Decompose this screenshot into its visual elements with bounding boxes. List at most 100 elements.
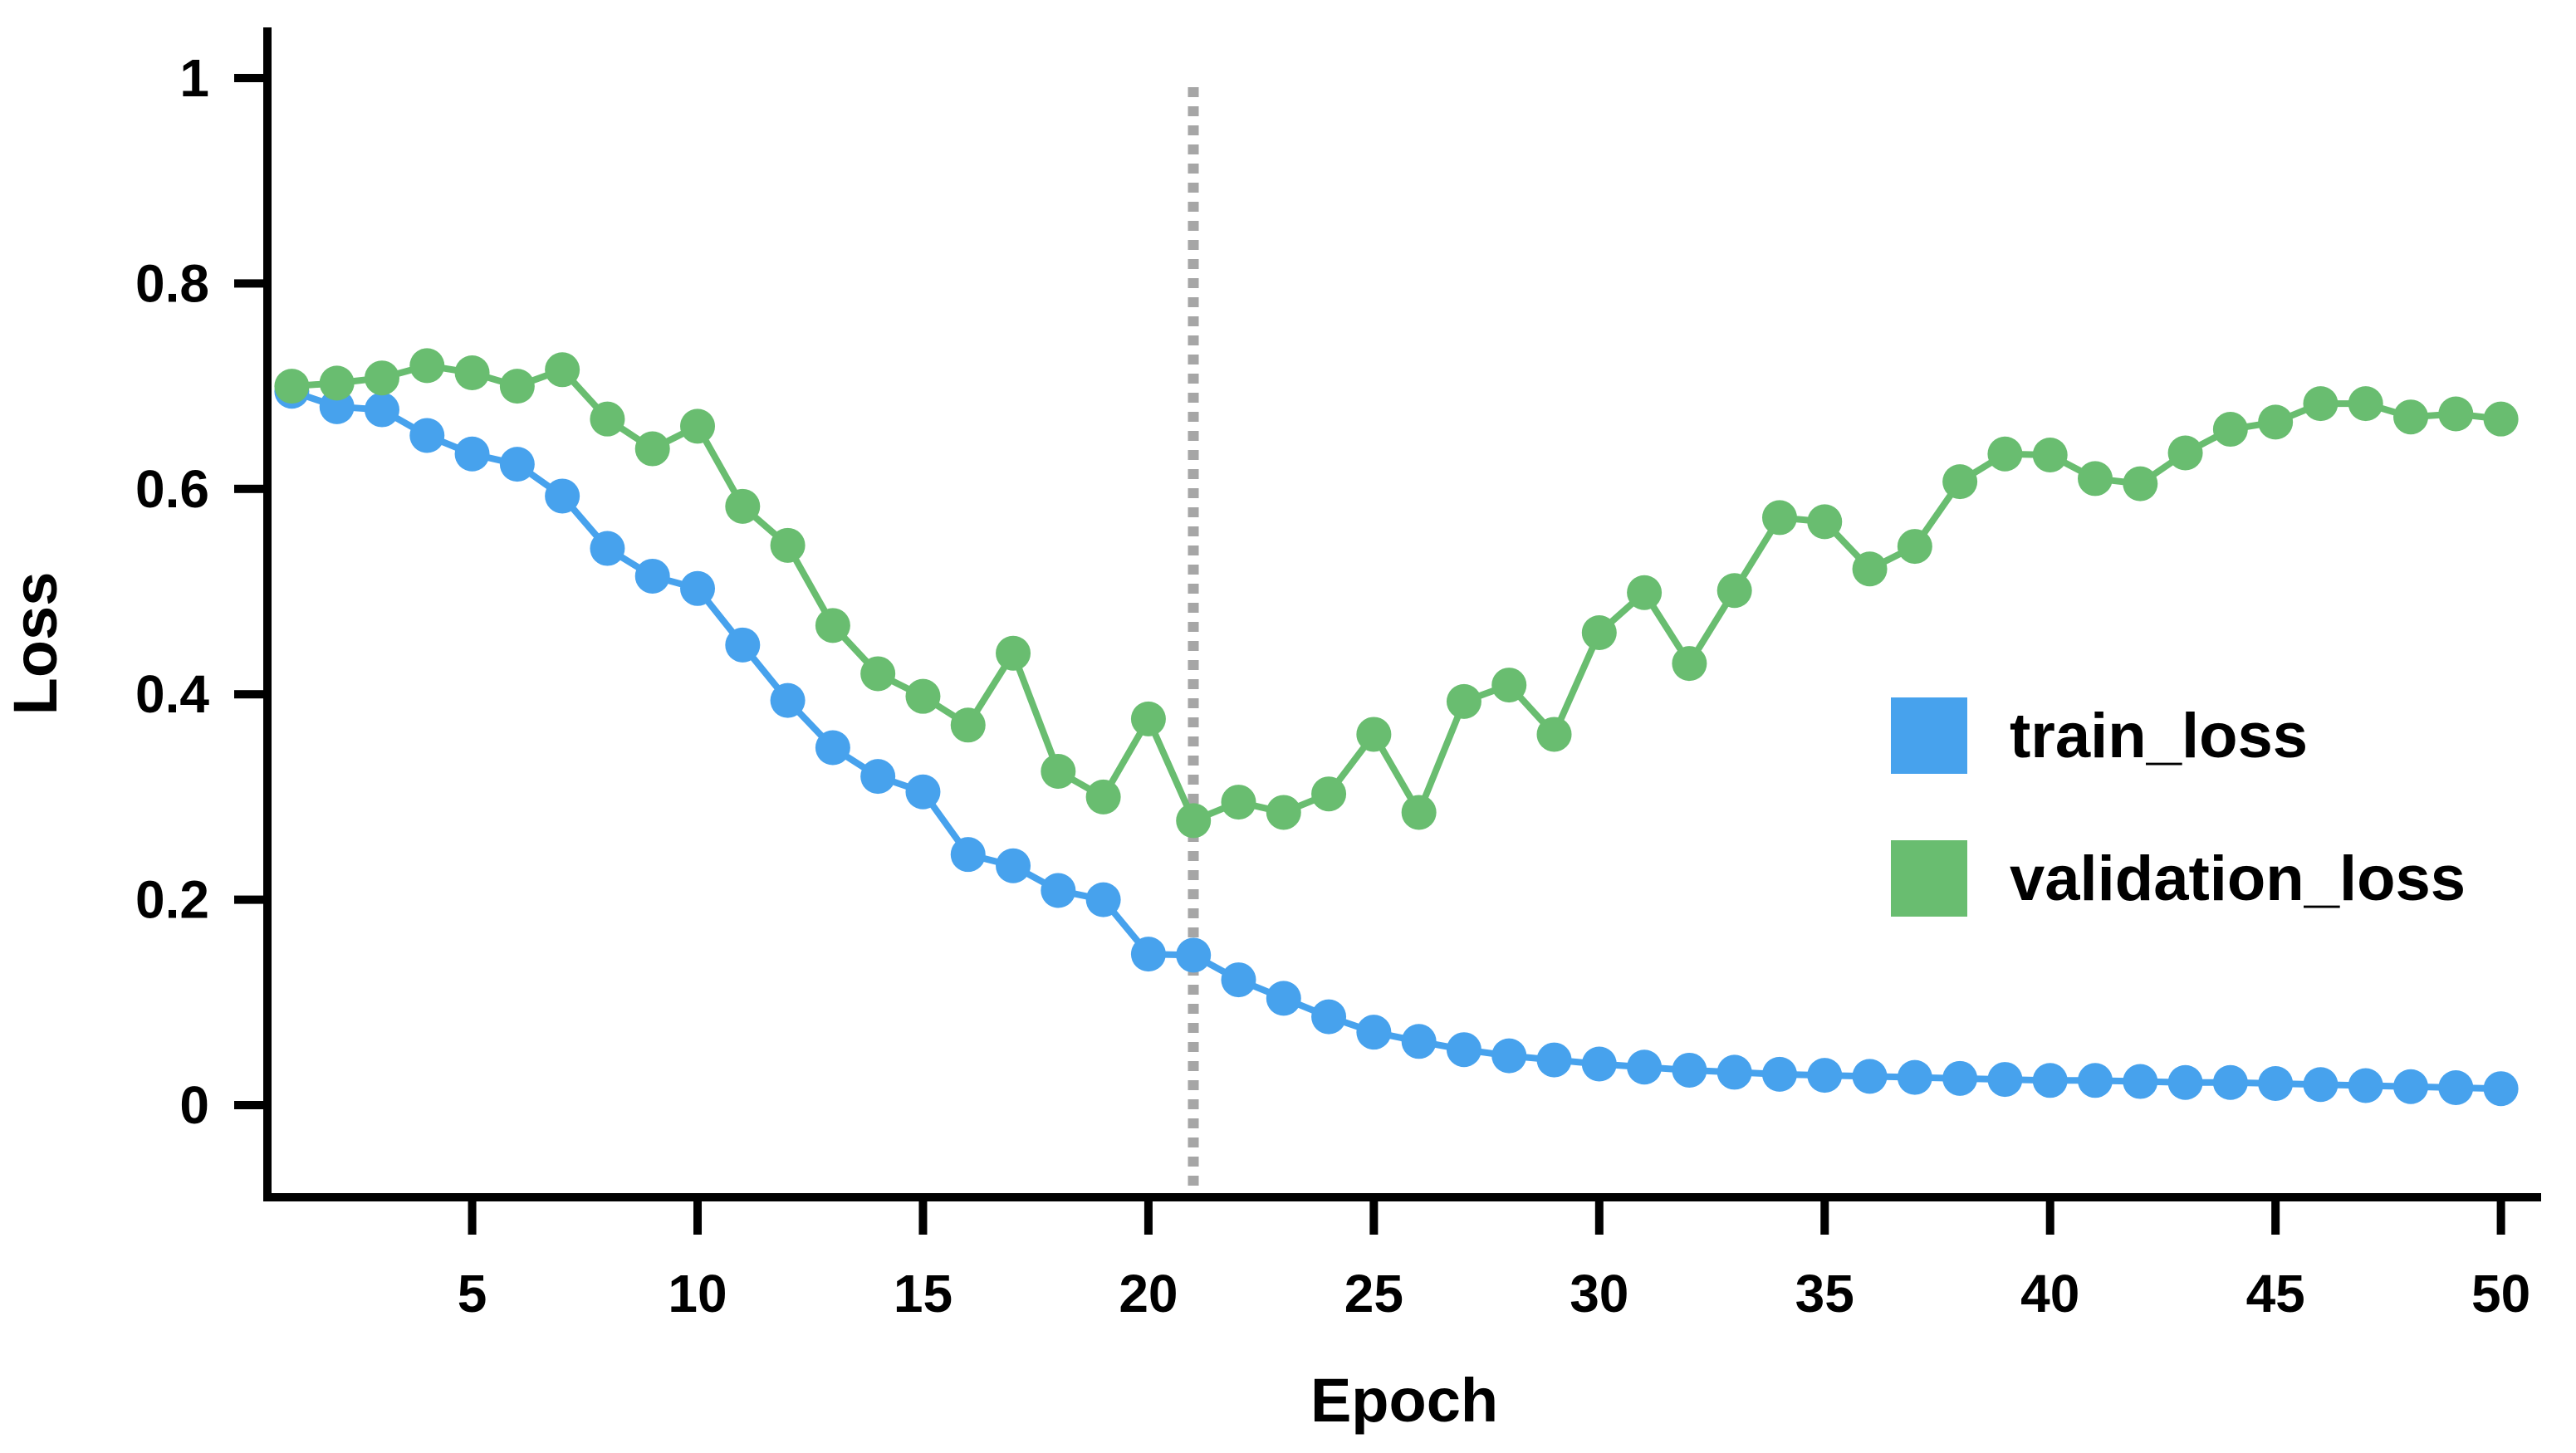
validation-loss-point [1717, 573, 1752, 609]
validation-loss-point [815, 608, 850, 643]
validation-loss-point [1401, 795, 1437, 830]
x-axis-ticks [468, 1201, 2505, 1235]
x-tick-label: 35 [1795, 1264, 1854, 1323]
y-tick-label: 0.4 [135, 664, 209, 724]
y-tick-label: 0.6 [135, 459, 209, 519]
validation-loss-point [996, 635, 1031, 671]
train-loss-point [2078, 1063, 2113, 1098]
train-loss-point [950, 837, 986, 873]
x-tick [2271, 1201, 2280, 1235]
train-loss-point [725, 627, 761, 663]
validation-loss-point [860, 656, 896, 692]
validation-loss-point [319, 365, 355, 401]
validation-loss-point [2078, 461, 2113, 497]
validation-loss-point [2483, 401, 2519, 437]
validation-loss-point [1672, 646, 1707, 682]
validation-loss-point [1311, 776, 1347, 812]
validation-loss-point [1897, 529, 1932, 565]
train-loss-point [1897, 1059, 1932, 1095]
train-loss-point [1491, 1038, 1527, 1074]
validation-loss-point [590, 401, 625, 437]
validation-loss-point [680, 409, 716, 444]
train-loss-point [1852, 1059, 1888, 1094]
validation-loss-point [2438, 396, 2474, 432]
train-loss-point [1085, 882, 1121, 917]
validation-loss-point [1356, 717, 1392, 752]
validation-loss-point [905, 678, 941, 714]
x-tick [918, 1201, 928, 1235]
validation-loss-point [1085, 779, 1121, 815]
legend-swatch-train-loss [1891, 697, 1967, 774]
validation-loss-point [1942, 464, 1978, 500]
train-loss-point [454, 436, 490, 472]
x-tick [693, 1201, 703, 1235]
train-loss-point [2348, 1068, 2383, 1103]
validation-loss-point [1266, 795, 1301, 830]
train-loss-point [409, 418, 445, 453]
y-tick [234, 484, 267, 493]
x-tick-label: 20 [1119, 1264, 1178, 1323]
y-tick [234, 279, 267, 288]
validation-loss-point [409, 348, 445, 384]
validation-loss-point [1176, 803, 1212, 839]
validation-loss-point [274, 369, 310, 404]
x-axis-tick-labels: 5 10 15 20 25 30 35 40 45 50 [458, 1264, 2530, 1323]
train-loss-point [1987, 1062, 2023, 1098]
train-loss-point [590, 531, 625, 566]
y-axis-ticks [234, 74, 267, 1109]
train-loss-point [2393, 1069, 2429, 1104]
validation-loss-point [1761, 500, 1797, 536]
legend-swatch-validation-loss [1891, 840, 1967, 917]
train-loss-point [1581, 1046, 1617, 1082]
validation-loss-point [1446, 683, 1481, 719]
train-loss-point [2303, 1067, 2338, 1103]
validation-loss-point [2212, 412, 2248, 448]
validation-loss-point [2123, 466, 2158, 501]
validation-loss-point [950, 707, 986, 743]
validation-loss-point [1536, 717, 1572, 752]
train-loss-point [996, 848, 1031, 883]
train-loss-point [2123, 1064, 2158, 1099]
y-tick-label: 0.2 [135, 870, 209, 930]
validation-loss-point [1581, 614, 1617, 650]
y-tick-label: 0.8 [135, 253, 209, 313]
validation-loss-point [2303, 386, 2338, 422]
validation-loss-point [1221, 785, 1256, 820]
x-axis: 5 10 15 20 25 30 35 40 45 50 [263, 1193, 2541, 1323]
x-tick-label: 40 [2020, 1264, 2079, 1323]
train-loss-point [2167, 1064, 2203, 1100]
validation-loss-point [1807, 504, 1843, 540]
validation-loss-point [364, 360, 399, 396]
validation-loss-point [634, 431, 670, 467]
validation-loss-point [2348, 386, 2383, 422]
train-loss-point [860, 759, 896, 795]
train-loss-point [364, 392, 399, 428]
validation-loss-point [1987, 436, 2023, 472]
train-loss-point [1176, 937, 1212, 973]
train-loss-point [815, 730, 850, 766]
train-loss-point [770, 682, 806, 718]
validation-loss-point [725, 488, 761, 524]
y-axis-spine [263, 27, 272, 1201]
train-loss-point [1627, 1049, 1663, 1085]
validation-loss-point [770, 527, 806, 563]
train-loss-point [905, 774, 941, 810]
validation-loss-point [499, 369, 535, 404]
train-loss-point [499, 447, 535, 482]
train-loss-point [1536, 1042, 1572, 1078]
x-tick [468, 1201, 477, 1235]
x-axis-spine [263, 1193, 2541, 1201]
train-loss-point [2258, 1066, 2294, 1102]
x-tick-label: 25 [1344, 1264, 1403, 1323]
x-tick-label: 10 [668, 1264, 727, 1323]
x-tick-label: 45 [2246, 1264, 2305, 1323]
x-tick-label: 15 [894, 1264, 953, 1323]
legend: train_loss validation_loss [1891, 697, 2466, 917]
x-tick-label: 30 [1570, 1264, 1628, 1323]
x-tick [1144, 1201, 1153, 1235]
train-loss-point [1401, 1024, 1437, 1059]
train-loss-point [680, 570, 716, 606]
train-loss-point [634, 558, 670, 594]
train-loss-point [1446, 1032, 1481, 1068]
